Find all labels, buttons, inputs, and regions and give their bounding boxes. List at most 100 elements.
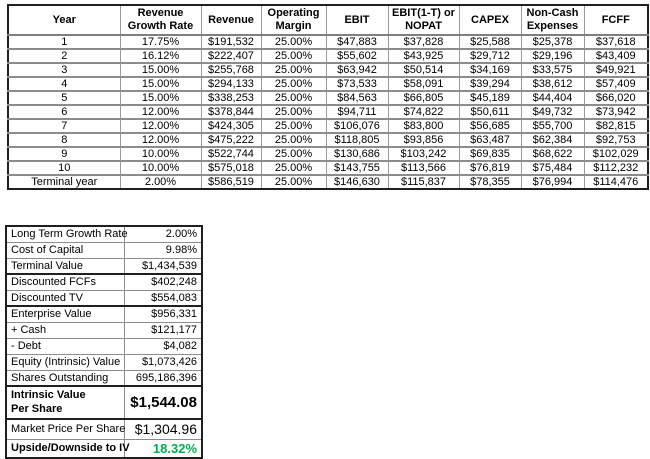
dcf-cell-1-fcff[interactable]: $37,618	[583, 35, 648, 50]
dcf-cell-9-capex[interactable]: $69,835	[458, 146, 521, 162]
dcf-cell-6-revenue-growth-rate[interactable]: 12.00%	[119, 104, 201, 120]
dcf-cell-9-ebit[interactable]: $130,686	[325, 146, 388, 162]
dcf-cell-2-capex[interactable]: $29,712	[458, 48, 521, 64]
valuation-label-cash[interactable]: + Cash	[6, 321, 125, 338]
valuation-value-discounted-fcfs[interactable]: $402,248	[124, 273, 202, 290]
dcf-cell-10-ebit[interactable]: $143,755	[325, 160, 388, 176]
valuation-label-equity-intrinsic-value[interactable]: Equity (Intrinsic) Value	[6, 353, 125, 370]
valuation-label-cost-of-capital[interactable]: Cost of Capital	[6, 241, 125, 258]
dcf-cell-4-capex[interactable]: $39,294	[458, 76, 521, 92]
dcf-cell-3-revenue-growth-rate[interactable]: 15.00%	[119, 62, 201, 78]
dcf-cell-7-revenue[interactable]: $424,305	[200, 118, 261, 134]
dcf-cell-8-revenue-growth-rate[interactable]: 12.00%	[119, 132, 201, 148]
dcf-cell-8-revenue[interactable]: $475,222	[200, 132, 261, 148]
dcf-cell-6-year[interactable]: 6	[8, 104, 120, 120]
dcf-cell-5-revenue[interactable]: $338,253	[200, 90, 261, 106]
dcf-cell-terminal-year-operating-margin[interactable]: 25.00%	[260, 174, 326, 190]
dcf-cell-7-year[interactable]: 7	[8, 118, 120, 134]
dcf-cell-7-ebit-1-t-or-nopat[interactable]: $83,800	[387, 118, 459, 134]
dcf-cell-1-operating-margin[interactable]: 25.00%	[260, 35, 326, 50]
dcf-col-header-capex[interactable]: CAPEX	[458, 5, 521, 37]
dcf-cell-8-operating-margin[interactable]: 25.00%	[260, 132, 326, 148]
valuation-label-shares-outstanding[interactable]: Shares Outstanding	[6, 369, 125, 387]
dcf-cell-terminal-year-capex[interactable]: $78,355	[458, 174, 521, 190]
dcf-cell-4-ebit[interactable]: $73,533	[325, 76, 388, 92]
dcf-cell-4-non-cash-expenses[interactable]: $38,612	[520, 76, 584, 92]
dcf-cell-6-ebit-1-t-or-nopat[interactable]: $74,822	[387, 104, 459, 120]
dcf-cell-terminal-year-revenue[interactable]: $586,519	[200, 174, 261, 190]
dcf-cell-10-fcff[interactable]: $112,232	[583, 160, 648, 176]
dcf-cell-3-year[interactable]: 3	[8, 62, 120, 78]
dcf-cell-3-capex[interactable]: $34,169	[458, 62, 521, 78]
dcf-cell-9-year[interactable]: 9	[8, 146, 120, 162]
dcf-cell-5-revenue-growth-rate[interactable]: 15.00%	[119, 90, 201, 106]
dcf-cell-terminal-year-revenue-growth-rate[interactable]: 2.00%	[119, 174, 201, 190]
dcf-cell-terminal-year-ebit[interactable]: $146,630	[325, 174, 388, 190]
dcf-cell-5-year[interactable]: 5	[8, 90, 120, 106]
dcf-cell-10-ebit-1-t-or-nopat[interactable]: $113,566	[387, 160, 459, 176]
valuation-label-debt[interactable]: - Debt	[6, 337, 125, 354]
valuation-label-market-price-per-share[interactable]: Market Price Per Share	[6, 418, 125, 439]
dcf-cell-1-year[interactable]: 1	[61, 36, 68, 49]
dcf-cell-7-fcff[interactable]: $82,815	[583, 118, 648, 134]
dcf-cell-3-non-cash-expenses[interactable]: $33,575	[520, 62, 584, 78]
dcf-col-header-year[interactable]: Year	[8, 5, 120, 37]
dcf-cell-6-ebit[interactable]: $94,711	[325, 104, 388, 120]
dcf-cell-3-ebit[interactable]: $63,942	[325, 62, 388, 78]
valuation-value-equity-intrinsic-value[interactable]: $1,073,426	[124, 353, 202, 370]
dcf-cell-3-revenue[interactable]: $255,768	[200, 62, 261, 78]
dcf-cell-8-year[interactable]: 8	[8, 132, 120, 148]
dcf-cell-8-ebit-1-t-or-nopat[interactable]: $93,856	[387, 132, 459, 148]
dcf-cell-terminal-year-fcff[interactable]: $114,476	[583, 174, 648, 190]
valuation-value-intrinsic-value-per-share[interactable]: $1,544.08	[124, 385, 202, 420]
dcf-cell-9-ebit-1-t-or-nopat[interactable]: $103,242	[387, 146, 459, 162]
dcf-cell-8-non-cash-expenses[interactable]: $62,384	[520, 132, 584, 148]
dcf-cell-6-fcff[interactable]: $73,942	[583, 104, 648, 120]
valuation-value-enterprise-value[interactable]: $956,331	[124, 305, 202, 322]
dcf-cell-1-revenue[interactable]: $191,532	[200, 35, 261, 50]
dcf-col-header-revenue-growth-rate[interactable]: Revenue Growth Rate	[119, 5, 201, 37]
dcf-col-header-non-cash-expenses[interactable]: Non-Cash Expenses	[520, 5, 584, 37]
dcf-col-header-ebit[interactable]: EBIT	[325, 5, 388, 37]
dcf-cell-2-non-cash-expenses[interactable]: $29,196	[520, 48, 584, 64]
dcf-cell-2-ebit[interactable]: $55,602	[325, 48, 388, 64]
dcf-col-header-revenue[interactable]: Revenue	[200, 5, 261, 37]
dcf-cell-2-year[interactable]: 2	[8, 48, 120, 64]
dcf-cell-5-ebit-1-t-or-nopat[interactable]: $66,805	[387, 90, 459, 106]
valuation-label-terminal-value[interactable]: Terminal Value	[6, 257, 125, 275]
dcf-cell-8-fcff[interactable]: $92,753	[583, 132, 648, 148]
dcf-cell-10-revenue-growth-rate[interactable]: 10.00%	[119, 160, 201, 176]
valuation-value-market-price-per-share[interactable]: $1,304.96	[124, 418, 202, 439]
dcf-cell-4-fcff[interactable]: $57,409	[583, 76, 648, 92]
dcf-cell-3-ebit-1-t-or-nopat[interactable]: $50,514	[387, 62, 459, 78]
dcf-cell-5-ebit[interactable]: $84,563	[325, 90, 388, 106]
valuation-label-long-term-growth-rate[interactable]: Long Term Growth Rate	[6, 226, 128, 242]
dcf-cell-2-operating-margin[interactable]: 25.00%	[260, 48, 326, 64]
dcf-cell-9-fcff[interactable]: $102,029	[583, 146, 648, 162]
dcf-cell-3-operating-margin[interactable]: 25.00%	[260, 62, 326, 78]
dcf-cell-4-revenue-growth-rate[interactable]: 15.00%	[119, 76, 201, 92]
valuation-value-shares-outstanding[interactable]: 695,186,396	[124, 369, 202, 387]
valuation-label-discounted-tv[interactable]: Discounted TV	[6, 289, 125, 307]
dcf-cell-4-ebit-1-t-or-nopat[interactable]: $58,091	[387, 76, 459, 92]
dcf-cell-2-revenue-growth-rate[interactable]: 16.12%	[119, 48, 201, 64]
dcf-cell-6-non-cash-expenses[interactable]: $49,732	[520, 104, 584, 120]
dcf-cell-2-revenue[interactable]: $222,407	[200, 48, 261, 64]
dcf-cell-9-revenue[interactable]: $522,744	[200, 146, 261, 162]
dcf-cell-4-year[interactable]: 4	[8, 76, 120, 92]
dcf-cell-7-ebit[interactable]: $106,076	[325, 118, 388, 134]
dcf-cell-4-operating-margin[interactable]: 25.00%	[260, 76, 326, 92]
dcf-cell-7-revenue-growth-rate[interactable]: 12.00%	[119, 118, 201, 134]
valuation-value-long-term-growth-rate[interactable]: 2.00%	[165, 228, 197, 241]
dcf-cell-1-ebit-1-t-or-nopat[interactable]: $37,828	[387, 35, 459, 50]
dcf-cell-5-operating-margin[interactable]: 25.00%	[260, 90, 326, 106]
dcf-cell-5-fcff[interactable]: $66,020	[583, 90, 648, 106]
dcf-cell-1-capex[interactable]: $25,588	[458, 35, 521, 50]
dcf-cell-10-capex[interactable]: $76,819	[458, 160, 521, 176]
dcf-cell-6-revenue[interactable]: $378,844	[200, 104, 261, 120]
valuation-value-cost-of-capital[interactable]: 9.98%	[124, 241, 202, 258]
dcf-col-header-ebit-1-t-or-nopat[interactable]: EBIT(1-T) or NOPAT	[387, 5, 459, 37]
dcf-cell-7-capex[interactable]: $56,685	[458, 118, 521, 134]
dcf-cell-10-operating-margin[interactable]: 25.00%	[260, 160, 326, 176]
valuation-label-enterprise-value[interactable]: Enterprise Value	[6, 305, 125, 322]
